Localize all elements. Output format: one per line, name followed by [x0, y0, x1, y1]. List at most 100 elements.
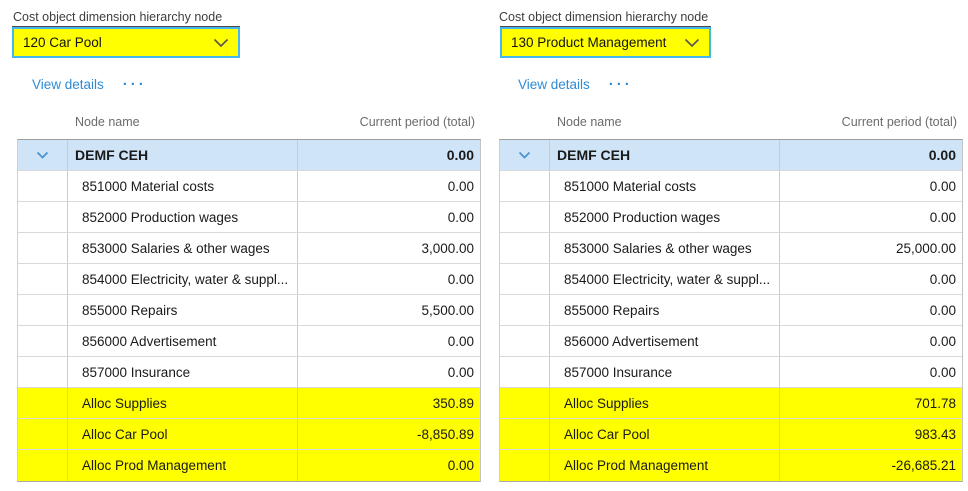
row-selector-cell: [18, 357, 68, 387]
node-name-cell: 851000 Material costs: [550, 171, 780, 201]
node-name-cell: Alloc Prod Management: [68, 450, 298, 481]
grid-header: Node name Current period (total): [17, 115, 481, 139]
table-row[interactable]: Alloc Car Pool 983.43: [500, 419, 962, 450]
grid-header: Node name Current period (total): [499, 115, 963, 139]
table-row[interactable]: Alloc Prod Management 0.00: [18, 450, 480, 481]
node-name-cell: 857000 Insurance: [68, 357, 298, 387]
hierarchy-node-dropdown[interactable]: 120 Car Pool: [12, 27, 240, 58]
table-row[interactable]: 853000 Salaries & other wages 25,000.00: [500, 233, 962, 264]
current-period-column-header: Current period (total): [841, 115, 957, 129]
node-name-cell: DEMF CEH: [68, 140, 298, 170]
node-name-cell: Alloc Supplies: [550, 388, 780, 418]
table-row[interactable]: 851000 Material costs 0.00: [500, 171, 962, 202]
table-row[interactable]: 855000 Repairs 0.00: [500, 295, 962, 326]
collapse-chevron-icon[interactable]: [500, 140, 550, 170]
grid-body: DEMF CEH 0.00 851000 Material costs 0.00 852…: [17, 139, 481, 482]
node-name-cell: DEMF CEH: [550, 140, 780, 170]
row-selector-cell: [500, 388, 550, 418]
table-row[interactable]: Alloc Supplies 350.89: [18, 388, 480, 419]
table-row[interactable]: 856000 Advertisement 0.00: [18, 326, 480, 357]
current-period-value-cell: 0.00: [929, 333, 956, 349]
row-selector-cell: [500, 171, 550, 201]
table-row[interactable]: 854000 Electricity, water & suppl... 0.00: [18, 264, 480, 295]
row-selector-cell: [500, 419, 550, 449]
node-name-cell: 855000 Repairs: [68, 295, 298, 325]
table-row[interactable]: 853000 Salaries & other wages 3,000.00: [18, 233, 480, 264]
current-period-value-cell: 0.00: [929, 178, 956, 194]
current-period-column-header: Current period (total): [359, 115, 475, 129]
chevron-down-icon: [684, 38, 700, 48]
current-period-value-cell: 0.00: [447, 333, 474, 349]
node-name-cell: 852000 Production wages: [550, 202, 780, 232]
row-selector-cell: [18, 202, 68, 232]
current-period-value-cell: 350.89: [432, 395, 474, 411]
node-name-cell: 852000 Production wages: [68, 202, 298, 232]
more-options-icon[interactable]: ···: [122, 75, 147, 93]
current-period-value-cell: 3,000.00: [421, 240, 474, 256]
current-period-value-cell: 0.00: [929, 302, 956, 318]
row-selector-cell: [18, 419, 68, 449]
hierarchy-panel-left: Cost object dimension hierarchy node 120…: [12, 0, 482, 491]
row-selector-cell: [500, 326, 550, 356]
table-row[interactable]: 857000 Insurance 0.00: [18, 357, 480, 388]
table-row[interactable]: 852000 Production wages 0.00: [500, 202, 962, 233]
current-period-value-cell: 0.00: [447, 209, 474, 225]
table-row[interactable]: 851000 Material costs 0.00: [18, 171, 480, 202]
current-period-value-cell: 25,000.00: [895, 240, 956, 256]
table-row[interactable]: 855000 Repairs 5,500.00: [18, 295, 480, 326]
table-row[interactable]: 857000 Insurance 0.00: [500, 357, 962, 388]
node-name-cell: 857000 Insurance: [550, 357, 780, 387]
current-period-value-cell: 5,500.00: [421, 302, 474, 318]
table-row[interactable]: 854000 Electricity, water & suppl... 0.00: [500, 264, 962, 295]
current-period-value-cell: 0.00: [928, 147, 956, 163]
row-selector-cell: [18, 264, 68, 294]
current-period-value-cell: 0.00: [447, 271, 474, 287]
panel-actions: View details ···: [518, 75, 633, 93]
chevron-down-icon: [213, 38, 229, 48]
current-period-value-cell: 0.00: [447, 364, 474, 380]
row-selector-cell: [500, 295, 550, 325]
parent-table-row[interactable]: DEMF CEH 0.00: [500, 140, 962, 171]
node-name-column-header: Node name: [557, 115, 622, 129]
current-period-value-cell: 0.00: [929, 271, 956, 287]
more-options-icon[interactable]: ···: [608, 75, 633, 93]
node-name-cell: Alloc Car Pool: [68, 419, 298, 449]
table-row[interactable]: Alloc Prod Management -26,685.21: [500, 450, 962, 481]
hierarchy-node-dropdown[interactable]: 130 Product Management: [500, 27, 711, 58]
node-name-cell: 854000 Electricity, water & suppl...: [550, 264, 780, 294]
current-period-value-cell: 0.00: [446, 147, 474, 163]
node-name-cell: 854000 Electricity, water & suppl...: [68, 264, 298, 294]
node-name-cell: 853000 Salaries & other wages: [68, 233, 298, 263]
current-period-value-cell: -26,685.21: [891, 458, 956, 473]
hierarchy-panel-right: Cost object dimension hierarchy node 130…: [498, 0, 968, 491]
table-row[interactable]: Alloc Car Pool -8,850.89: [18, 419, 480, 450]
table-row[interactable]: 856000 Advertisement 0.00: [500, 326, 962, 357]
row-selector-cell: [500, 450, 550, 481]
node-name-cell: 853000 Salaries & other wages: [550, 233, 780, 263]
parent-table-row[interactable]: DEMF CEH 0.00: [18, 140, 480, 171]
current-period-value-cell: 0.00: [929, 209, 956, 225]
current-period-value-cell: 983.43: [914, 426, 956, 442]
row-selector-cell: [18, 388, 68, 418]
panel-actions: View details ···: [32, 75, 147, 93]
table-row[interactable]: Alloc Supplies 701.78: [500, 388, 962, 419]
node-name-cell: Alloc Car Pool: [550, 419, 780, 449]
view-details-link[interactable]: View details: [518, 77, 590, 92]
current-period-value-cell: 701.78: [914, 395, 956, 411]
view-details-link[interactable]: View details: [32, 77, 104, 92]
row-selector-cell: [18, 450, 68, 481]
node-name-cell: Alloc Prod Management: [550, 450, 780, 481]
node-name-cell: 856000 Advertisement: [550, 326, 780, 356]
current-period-value-cell: -8,850.89: [416, 426, 474, 442]
row-selector-cell: [18, 295, 68, 325]
field-label: Cost object dimension hierarchy node: [13, 10, 223, 24]
table-row[interactable]: 852000 Production wages 0.00: [18, 202, 480, 233]
row-selector-cell: [18, 171, 68, 201]
current-period-value-cell: 0.00: [929, 364, 956, 380]
row-selector-cell: [500, 233, 550, 263]
collapse-chevron-icon[interactable]: [18, 140, 68, 170]
node-name-cell: 855000 Repairs: [550, 295, 780, 325]
node-name-cell: Alloc Supplies: [68, 388, 298, 418]
hierarchy-grid: Node name Current period (total) DEMF CE…: [17, 115, 481, 482]
